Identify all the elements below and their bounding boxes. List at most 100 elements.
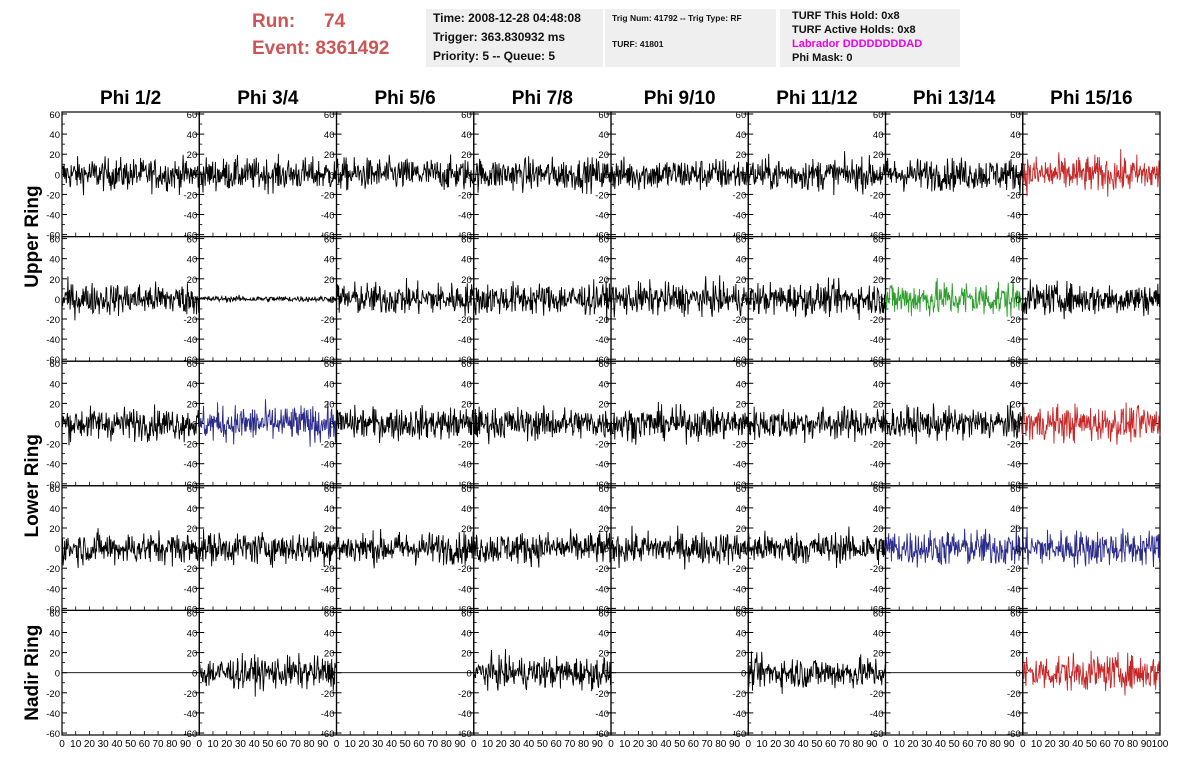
y-tick-label: 20 — [1010, 150, 1021, 161]
y-tick-label: -40 — [1007, 211, 1021, 222]
y-tick-label: -40 — [184, 460, 198, 471]
y-tick-label: 60 — [187, 110, 198, 121]
x-tick-label: 70 — [1113, 739, 1125, 750]
labrador-text: Labrador DDDDDDDDAD — [792, 38, 923, 50]
y-tick-label: 40 — [736, 130, 747, 141]
y-tick-label: -20 — [46, 440, 60, 451]
panel-r5-c8: 60 40 20 0 -20 -40 -60 — [1007, 608, 1161, 740]
y-tick-label: 20 — [598, 399, 609, 410]
waveform-r4-c2 — [198, 529, 337, 568]
y-tick-label: 60 — [461, 235, 472, 246]
column-header-7: Phi 13/14 — [913, 88, 996, 109]
x-tick-label: 30 — [921, 739, 933, 750]
y-tick-label: 40 — [1010, 504, 1021, 515]
waveform-r2-c3 — [336, 278, 475, 317]
y-tick-label: 40 — [1010, 255, 1021, 266]
y-tick-label: -40 — [458, 460, 472, 471]
y-tick-label: 20 — [873, 649, 884, 660]
run-event-box: Run: 74 Event: 8361492 — [252, 8, 389, 62]
x-tick-label: 40 — [249, 739, 261, 750]
panel-r5-c5: 60 40 20 0 -20 -40 -60 — [595, 608, 749, 740]
x-tick-label: 70 — [839, 739, 851, 750]
y-tick-label: 40 — [873, 379, 884, 390]
y-tick-label: -60 — [870, 729, 884, 740]
y-tick-label: -40 — [733, 584, 747, 595]
y-tick-label: 40 — [1010, 629, 1021, 640]
x-tick-label: 20 — [1045, 739, 1057, 750]
x-tick-label: 0 — [1020, 739, 1026, 750]
x-tick-label: 10 — [894, 739, 906, 750]
phi-mask-text: Phi Mask: 0 — [792, 52, 853, 64]
y-tick-label: 0 — [741, 669, 746, 680]
y-tick-label: 0 — [604, 544, 609, 555]
y-tick-label: 40 — [598, 255, 609, 266]
y-tick-label: 40 — [873, 255, 884, 266]
trig-info-box: Trig Num: 41792 -- Trig Type: RF TURF: 4… — [605, 9, 776, 67]
x-tick-label: 10 — [619, 739, 631, 750]
y-tick-label: 20 — [461, 649, 472, 660]
waveform-r1-c1 — [61, 154, 200, 196]
y-tick-label: -20 — [870, 689, 884, 700]
y-tick-label: 60 — [324, 608, 335, 619]
y-tick-label: -20 — [595, 440, 609, 451]
waveform-r5-c4 — [473, 649, 612, 692]
waveform-r2-c4 — [473, 279, 612, 323]
y-tick-label: -20 — [870, 315, 884, 326]
y-tick-label: 40 — [736, 629, 747, 640]
waveform-r4-c8 — [1022, 527, 1161, 568]
y-tick-label: 40 — [187, 130, 198, 141]
x-tick-label: 40 — [798, 739, 810, 750]
y-tick-label: 60 — [49, 608, 60, 619]
y-tick-label: 20 — [324, 399, 335, 410]
y-tick-label: 0 — [878, 420, 883, 431]
y-tick-label: 20 — [736, 275, 747, 286]
y-tick-label: 20 — [49, 150, 60, 161]
x-tick-label: 10 — [756, 739, 768, 750]
panel-r5-c6: 60 40 20 0 -20 -40 -60 — [733, 608, 887, 740]
y-tick-label: 40 — [873, 130, 884, 141]
y-tick-label: 0 — [604, 669, 609, 680]
x-tick-label: 0 — [196, 739, 202, 750]
waveform-r3-c7 — [885, 402, 1024, 445]
panel-r5-c3: 60 40 20 0 -20 -40 -60 — [321, 608, 475, 740]
y-tick-label: 20 — [1010, 524, 1021, 535]
x-tick-label: 80 — [578, 739, 590, 750]
y-tick-label: 0 — [329, 420, 334, 431]
x-tick-label: 100 — [1152, 739, 1169, 750]
y-tick-label: -60 — [46, 355, 60, 366]
y-tick-label: -40 — [870, 335, 884, 346]
y-tick-label: -40 — [458, 335, 472, 346]
y-tick-label: 20 — [598, 275, 609, 286]
x-tick-label: 20 — [633, 739, 645, 750]
y-tick-label: 0 — [741, 420, 746, 431]
y-tick-label: 20 — [187, 275, 198, 286]
y-tick-label: -20 — [458, 440, 472, 451]
y-tick-label: -60 — [733, 729, 747, 740]
y-tick-label: -20 — [733, 190, 747, 201]
y-tick-label: 60 — [461, 110, 472, 121]
y-tick-label: 0 — [329, 170, 334, 181]
panel-r5-c1: 60 40 20 0 -20 -40 -60 — [46, 608, 200, 740]
event-label: Event: — [252, 38, 311, 59]
y-tick-label: 20 — [187, 150, 198, 161]
waveform-r4-c3 — [336, 528, 475, 569]
y-tick-label: -20 — [733, 564, 747, 575]
y-tick-label: 60 — [873, 110, 884, 121]
y-tick-label: 20 — [324, 649, 335, 660]
x-tick-label: 80 — [166, 739, 178, 750]
y-tick-label: 20 — [49, 275, 60, 286]
x-tick-label: 90 — [180, 739, 192, 750]
waveform-r1-c6 — [747, 151, 886, 196]
y-tick-label: 20 — [1010, 649, 1021, 660]
y-tick-label: 0 — [55, 420, 60, 431]
y-tick-label: 20 — [736, 524, 747, 535]
